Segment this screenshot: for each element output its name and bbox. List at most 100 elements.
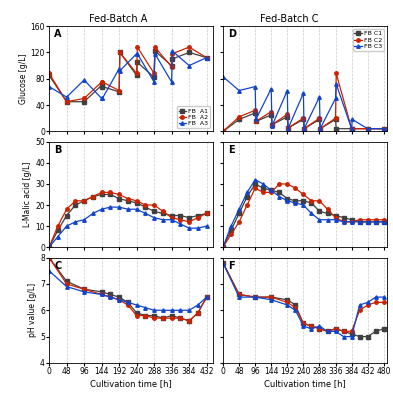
FB C1 [237,117,241,122]
Text: Fed-Batch A: Fed-Batch A [89,14,147,24]
FB  A2 [135,45,140,50]
FB  A2 [118,50,122,55]
FB C3 [334,81,338,86]
Line: FB  A2: FB A2 [48,45,208,103]
FB C1 [221,129,226,134]
FB C1 [302,126,307,131]
FB C2 [285,112,290,117]
FB  A3 [169,79,174,84]
Y-axis label: L-Malic acid [g/L]: L-Malic acid [g/L] [24,162,33,227]
FB C2 [334,71,338,76]
FB C2 [301,116,306,121]
FB C3 [349,126,354,131]
FB  A1 [135,60,140,65]
Line: FB  A1: FB A1 [48,49,208,103]
FB  A2 [204,55,209,60]
FB C3 [365,126,370,131]
FB  A2 [117,88,121,93]
FB C3 [286,126,290,131]
FB  A3 [152,79,156,84]
FB  A2 [170,51,175,56]
FB C2 [349,126,354,131]
FB  A3 [134,51,139,56]
FB  A3 [170,49,175,53]
FB  A1 [47,73,51,78]
FB C2 [318,126,323,131]
FB  A2 [64,99,69,104]
Text: Fed-Batch C: Fed-Batch C [260,14,318,24]
FB C2 [253,119,258,124]
FB C1 [301,117,306,122]
FB C2 [302,126,307,131]
FB C3 [269,86,274,91]
FB C3 [317,95,322,99]
FB  A1 [99,83,104,88]
FB  A2 [152,45,157,50]
Text: C: C [54,261,61,271]
FB C2 [270,122,274,127]
FB C2 [365,126,370,131]
FB  A3 [135,51,140,56]
FB  A1 [170,57,175,61]
FB C3 [350,117,354,122]
FB  A1 [82,99,86,104]
FB  A1 [134,73,139,78]
FB  A1 [169,63,174,68]
FB C2 [221,129,226,134]
FB C2 [237,114,241,119]
FB C3 [318,126,323,131]
Line: FB  A3: FB A3 [48,49,208,100]
FB C1 [253,119,258,124]
FB C1 [333,117,338,122]
FB C1 [270,122,274,127]
FB C2 [269,109,274,114]
FB  A2 [100,79,105,84]
X-axis label: Cultivation time [h]: Cultivation time [h] [90,379,172,388]
FB  A1 [187,50,191,55]
FB C1 [253,111,257,115]
FB C3 [381,126,386,131]
FB C2 [286,126,290,130]
FB  A2 [169,65,174,69]
X-axis label: Cultivation time [h]: Cultivation time [h] [264,379,346,388]
Text: E: E [228,145,235,155]
FB C2 [333,116,338,121]
Line: FB C1: FB C1 [221,111,386,133]
FB C3 [270,124,274,128]
FB C3 [333,96,338,101]
FB C1 [349,126,354,131]
FB C1 [334,126,338,131]
FB  A1 [117,89,121,94]
Y-axis label: pH value [g/L]: pH value [g/L] [28,283,37,337]
FB  A2 [82,96,86,101]
Text: A: A [54,29,62,39]
FB  A3 [47,84,51,89]
FB C1 [285,114,290,119]
FB C3 [301,91,306,95]
Line: FB C2: FB C2 [221,72,386,133]
FB  A1 [152,49,157,53]
FB C3 [221,74,226,79]
FB  A3 [118,69,122,73]
FB  A2 [152,71,156,76]
FB  A1 [64,99,69,104]
FB  A3 [100,96,105,101]
FB C3 [285,88,290,93]
FB  A1 [118,50,122,55]
Text: F: F [228,261,235,271]
FB C1 [318,126,323,131]
FB C3 [253,117,258,122]
Y-axis label: Glucose [g/L]: Glucose [g/L] [19,53,28,104]
FB  A2 [187,45,191,50]
FB C3 [237,88,241,93]
FB  A2 [99,79,104,84]
FB C2 [350,126,354,131]
FB  A1 [100,84,105,89]
FB C1 [286,126,290,130]
FB C1 [317,117,322,122]
FB  A3 [152,51,157,56]
Legend: FB  A1, FB  A2, FB  A3: FB A1, FB A2, FB A3 [177,106,210,128]
FB C1 [381,126,386,131]
FB  A2 [47,71,51,76]
FB C1 [350,126,354,131]
